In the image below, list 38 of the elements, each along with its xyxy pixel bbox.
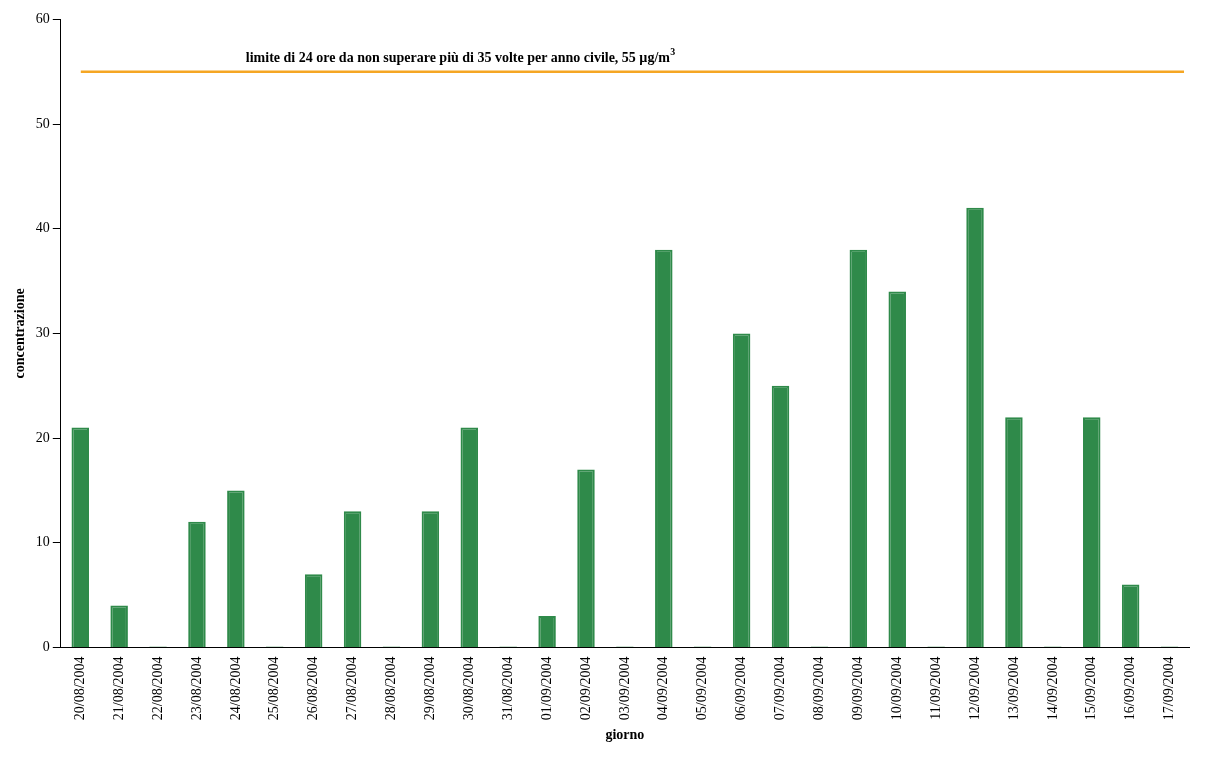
x-tick-label: 08/09/2004 xyxy=(811,656,827,721)
x-tick-label: 16/09/2004 xyxy=(1122,656,1138,721)
x-tick-label: 06/09/2004 xyxy=(733,656,749,721)
x-tick-label: 07/09/2004 xyxy=(772,656,788,721)
x-tick-label: 01/09/2004 xyxy=(538,656,554,721)
x-tick-label: 10/09/2004 xyxy=(888,656,904,721)
x-axis-title: giorno xyxy=(605,727,645,743)
x-tick-label: 11/09/2004 xyxy=(927,656,943,720)
y-tick-label: 40 xyxy=(35,220,50,236)
x-tick-label: 23/08/2004 xyxy=(188,656,204,721)
x-tick-label: 30/08/2004 xyxy=(460,656,476,721)
x-tick-label: 31/08/2004 xyxy=(499,656,515,721)
x-tick-label: 15/09/2004 xyxy=(1083,656,1099,721)
x-tick-label: 29/08/2004 xyxy=(422,656,438,721)
x-tick-label: 02/09/2004 xyxy=(577,656,593,721)
x-tick-label: 17/09/2004 xyxy=(1161,656,1177,721)
y-tick-label: 50 xyxy=(35,115,50,131)
x-tick-label: 21/08/2004 xyxy=(110,656,126,721)
x-tick-label: 05/09/2004 xyxy=(694,656,710,721)
y-tick-label: 20 xyxy=(35,429,50,445)
x-tick-label: 03/09/2004 xyxy=(616,656,632,721)
y-axis-title: concentrazione xyxy=(12,288,28,379)
y-tick-label: 30 xyxy=(35,325,50,341)
x-tick-label: 12/09/2004 xyxy=(966,656,982,721)
x-tick-label: 22/08/2004 xyxy=(149,656,165,721)
x-tick-label: 28/08/2004 xyxy=(383,656,399,721)
x-tick-label: 26/08/2004 xyxy=(305,656,321,721)
x-tick-label: 09/09/2004 xyxy=(849,656,865,721)
x-tick-label: 25/08/2004 xyxy=(266,656,282,721)
y-tick-label: 10 xyxy=(35,534,50,550)
y-tick-label: 0 xyxy=(42,639,50,655)
y-tick-label: 60 xyxy=(35,11,50,27)
x-tick-label: 20/08/2004 xyxy=(71,656,87,721)
x-tick-label: 14/09/2004 xyxy=(1044,656,1060,721)
x-tick-label: 24/08/2004 xyxy=(227,656,243,721)
x-tick-label: 04/09/2004 xyxy=(655,656,671,721)
x-tick-label: 27/08/2004 xyxy=(344,656,360,721)
x-tick-label: 13/09/2004 xyxy=(1005,656,1021,721)
